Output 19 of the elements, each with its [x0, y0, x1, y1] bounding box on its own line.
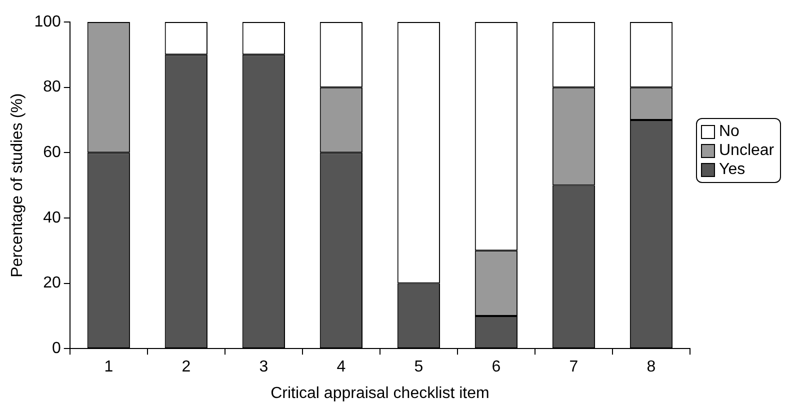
x-axis-title: Critical appraisal checklist item	[270, 384, 490, 402]
text: No	[719, 122, 740, 141]
x-tick-label: 6	[492, 358, 501, 376]
y-tick-label: 60	[43, 144, 61, 162]
y-tick-label: 80	[43, 78, 61, 96]
legend-label: Unclear	[719, 141, 774, 160]
y-tick-label: 0	[52, 340, 61, 358]
y-tick-label: 40	[43, 209, 61, 226]
x-tick-label: 2	[182, 358, 191, 376]
x-tick-label: 3	[259, 358, 268, 376]
y-tick-label: 100	[34, 13, 61, 30]
y-axis-title: Percentage of studies (%)	[9, 93, 26, 278]
legend-label: Yes	[719, 160, 746, 179]
x-tick-label: 5	[414, 358, 424, 376]
x-tick-label: 8	[646, 358, 656, 376]
x-tick-label: 1	[104, 358, 114, 376]
x-tick-label: 7	[569, 358, 578, 376]
x-tick-label: 4	[336, 358, 346, 376]
y-tick-label: 20	[43, 274, 61, 292]
